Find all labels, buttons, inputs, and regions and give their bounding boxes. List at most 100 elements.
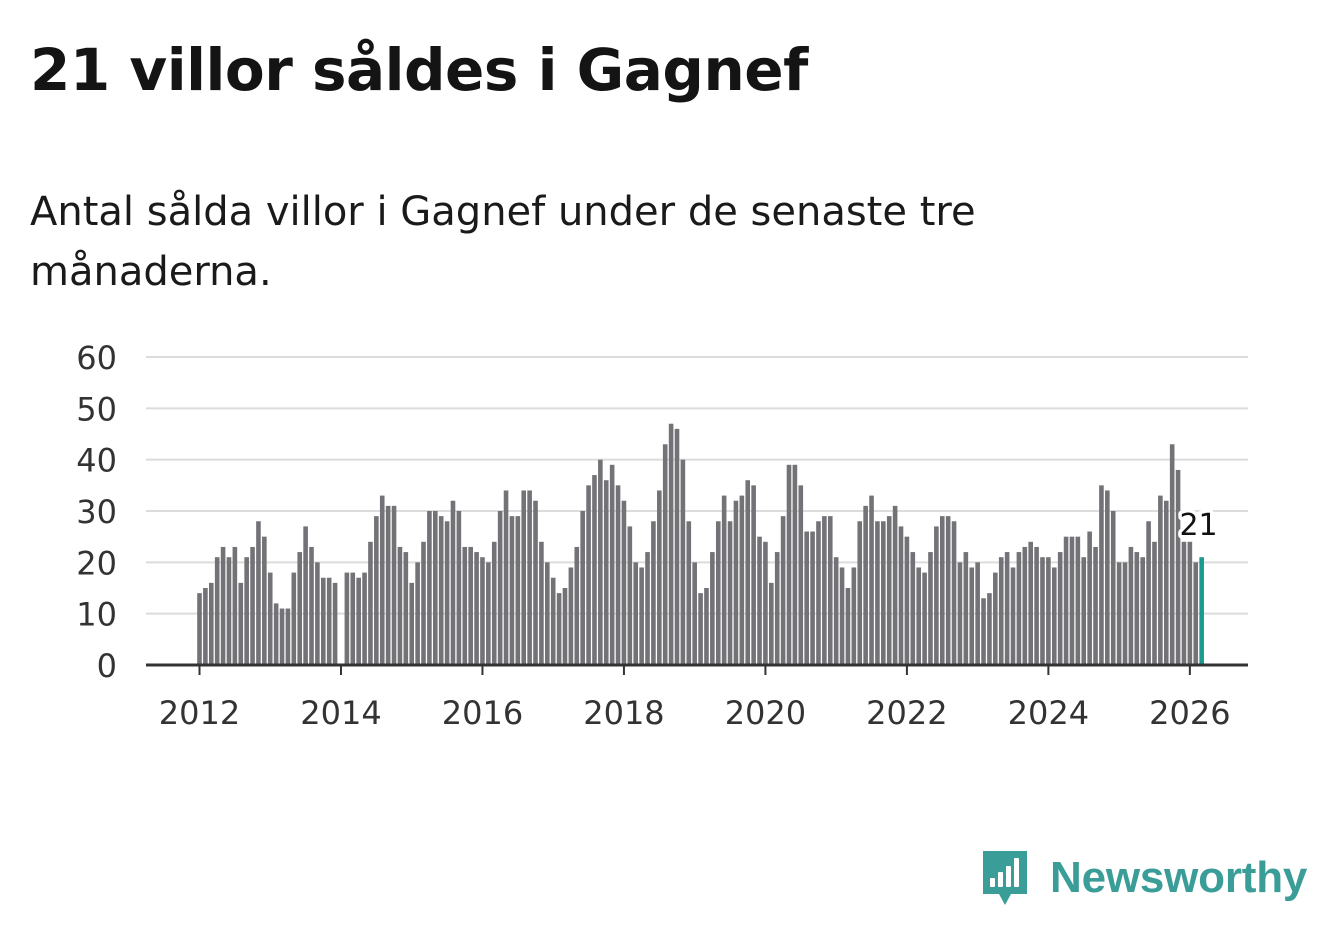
bar[interactable] bbox=[1175, 469, 1181, 665]
bar[interactable] bbox=[981, 598, 986, 665]
bar[interactable] bbox=[692, 562, 697, 665]
bar[interactable] bbox=[256, 521, 261, 665]
bar[interactable] bbox=[951, 521, 957, 665]
bar[interactable] bbox=[715, 521, 721, 665]
bar[interactable] bbox=[1128, 546, 1134, 665]
bar[interactable] bbox=[421, 541, 426, 665]
bar[interactable] bbox=[757, 536, 762, 665]
bar[interactable] bbox=[450, 500, 456, 665]
bar[interactable] bbox=[674, 428, 680, 665]
bar[interactable] bbox=[1146, 521, 1151, 665]
bar[interactable] bbox=[957, 562, 963, 665]
bar[interactable] bbox=[1099, 485, 1104, 665]
bar[interactable] bbox=[226, 557, 232, 665]
bar[interactable] bbox=[509, 516, 515, 665]
bar[interactable] bbox=[627, 526, 633, 665]
bar[interactable] bbox=[521, 490, 527, 665]
bar[interactable] bbox=[267, 572, 273, 665]
bar[interactable] bbox=[680, 459, 686, 665]
bar[interactable] bbox=[710, 552, 715, 665]
bar[interactable] bbox=[886, 516, 892, 665]
bar[interactable] bbox=[603, 480, 609, 665]
bar[interactable] bbox=[910, 552, 916, 665]
bar[interactable] bbox=[727, 521, 733, 665]
bar[interactable] bbox=[356, 577, 361, 665]
bar[interactable] bbox=[651, 521, 656, 665]
bar[interactable] bbox=[320, 577, 326, 665]
bar[interactable] bbox=[1034, 546, 1039, 665]
bar[interactable] bbox=[291, 572, 297, 665]
bar[interactable] bbox=[774, 552, 780, 665]
bar[interactable] bbox=[456, 511, 462, 665]
bar[interactable] bbox=[238, 582, 244, 665]
bar[interactable] bbox=[1081, 557, 1087, 665]
bar[interactable] bbox=[497, 511, 503, 665]
bar[interactable] bbox=[344, 572, 350, 665]
bar[interactable] bbox=[1046, 557, 1051, 665]
bar[interactable] bbox=[409, 582, 415, 665]
bar[interactable] bbox=[993, 572, 998, 665]
bar[interactable] bbox=[739, 495, 745, 665]
bar[interactable] bbox=[315, 562, 320, 665]
bar[interactable] bbox=[875, 521, 880, 665]
bar[interactable] bbox=[863, 505, 868, 665]
bar[interactable] bbox=[368, 541, 373, 665]
bar[interactable] bbox=[869, 495, 874, 665]
bar[interactable] bbox=[350, 572, 356, 665]
bar[interactable] bbox=[427, 511, 432, 665]
bar[interactable] bbox=[462, 546, 468, 665]
bar[interactable] bbox=[945, 516, 951, 665]
bar[interactable] bbox=[839, 567, 845, 665]
bar[interactable] bbox=[1010, 567, 1016, 665]
bar[interactable] bbox=[586, 485, 591, 665]
bar[interactable] bbox=[969, 567, 975, 665]
bar[interactable] bbox=[208, 582, 214, 665]
bar[interactable] bbox=[1004, 552, 1010, 665]
bar[interactable] bbox=[285, 608, 291, 665]
bar[interactable] bbox=[751, 485, 756, 665]
bar[interactable] bbox=[1022, 546, 1028, 665]
bar[interactable] bbox=[203, 588, 208, 665]
bar[interactable] bbox=[527, 490, 532, 665]
bar[interactable] bbox=[550, 577, 556, 665]
bar[interactable] bbox=[491, 541, 497, 665]
bar[interactable] bbox=[698, 593, 703, 665]
bar[interactable] bbox=[1051, 567, 1057, 665]
bar[interactable] bbox=[474, 552, 479, 665]
bar[interactable] bbox=[403, 552, 409, 665]
bar[interactable] bbox=[769, 582, 774, 665]
bar[interactable] bbox=[1063, 536, 1069, 665]
bar[interactable] bbox=[733, 500, 739, 665]
bar[interactable] bbox=[998, 557, 1004, 665]
bar[interactable] bbox=[615, 485, 621, 665]
bar[interactable] bbox=[928, 552, 933, 665]
bar[interactable] bbox=[939, 516, 945, 665]
bar[interactable] bbox=[916, 567, 921, 665]
bar[interactable] bbox=[857, 521, 863, 665]
bar[interactable] bbox=[1134, 552, 1140, 665]
bar[interactable] bbox=[592, 475, 597, 665]
bar[interactable] bbox=[763, 541, 768, 665]
bar[interactable] bbox=[468, 546, 473, 665]
bar[interactable] bbox=[898, 526, 904, 665]
bar[interactable] bbox=[397, 546, 403, 665]
bar[interactable] bbox=[704, 588, 709, 665]
bar[interactable] bbox=[633, 562, 639, 665]
bar[interactable] bbox=[1181, 541, 1187, 665]
bar-latest[interactable] bbox=[1199, 557, 1204, 665]
bar[interactable] bbox=[833, 557, 839, 665]
bar[interactable] bbox=[262, 536, 267, 665]
bar[interactable] bbox=[1152, 541, 1157, 665]
bar[interactable] bbox=[1169, 444, 1175, 665]
bar[interactable] bbox=[922, 572, 927, 665]
bar[interactable] bbox=[780, 516, 786, 665]
bar[interactable] bbox=[881, 521, 886, 665]
bar[interactable] bbox=[385, 505, 391, 665]
newsworthy-logo[interactable]: Newsworthy bbox=[980, 848, 1307, 908]
bar[interactable] bbox=[621, 500, 627, 665]
bar[interactable] bbox=[214, 557, 220, 665]
bar[interactable] bbox=[1193, 562, 1199, 665]
bar[interactable] bbox=[845, 588, 851, 665]
bar[interactable] bbox=[851, 567, 857, 665]
bar[interactable] bbox=[391, 505, 397, 665]
